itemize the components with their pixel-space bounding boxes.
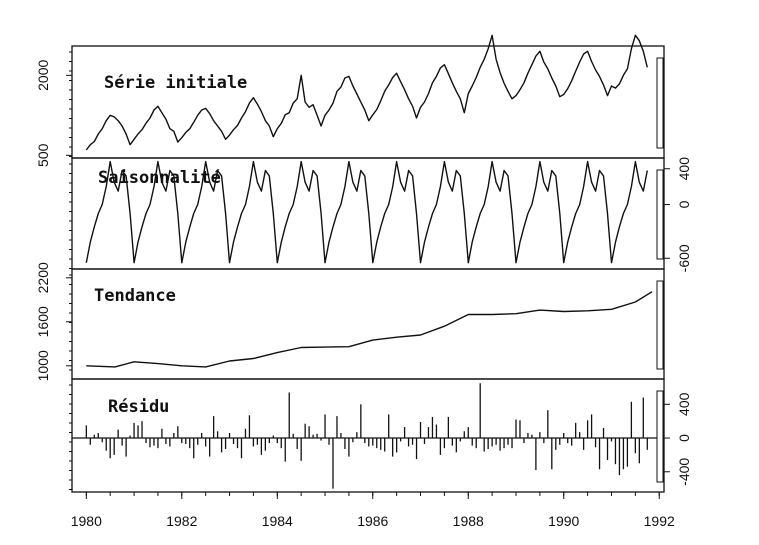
axes: 500 2000 400 0 -600 1000 1600 2200 400 0 -400 1980 1…: [35, 51, 692, 529]
x-tick-label: 1988: [453, 513, 484, 529]
data-layer: [72, 34, 664, 489]
panel-frame-initial: [71, 45, 665, 159]
panel-frame-residual: [71, 378, 665, 493]
left-tick-label: 1000: [35, 350, 51, 381]
series-line-initial: [85, 34, 648, 151]
scale-bar-residual: [656, 390, 664, 483]
left-tick-label: 1600: [35, 306, 51, 337]
right-tick-label: -400: [676, 458, 692, 486]
panel-label-seasonal: Saisonnalité: [98, 168, 221, 188]
x-tick-label: 1992: [644, 513, 675, 529]
left-tick-label: 2200: [35, 262, 51, 293]
scale-bar-initial: [656, 57, 664, 149]
x-tick-label: 1982: [166, 513, 197, 529]
scale-bar-seasonal: [656, 169, 664, 260]
right-tick-label: 400: [676, 157, 692, 181]
panel-seasonal: [85, 160, 648, 264]
x-tick-label: 1986: [357, 513, 388, 529]
right-tick-label: -600: [676, 244, 692, 272]
panel-label-trend: Tendance: [94, 286, 176, 306]
panel-frames: [71, 45, 665, 493]
panel-trend: [86, 291, 653, 368]
panel-labels: Série initiale Saisonnalité Tendance Résidu: [94, 73, 247, 417]
panel-initial: [85, 34, 648, 151]
series-line-trend: [86, 291, 653, 368]
panel-label-initial: Série initiale: [104, 73, 247, 93]
x-tick-label: 1980: [71, 513, 102, 529]
series-line-seasonal: [85, 160, 648, 264]
left-tick-label: 2000: [35, 60, 51, 91]
x-tick-label: 1990: [548, 513, 579, 529]
scale-bar-trend: [656, 280, 664, 370]
panel-residual: [72, 383, 664, 489]
right-tick-label: 400: [676, 392, 692, 416]
right-tick-label: 0: [676, 434, 692, 442]
right-tick-label: 0: [676, 200, 692, 208]
panel-label-residual: Résidu: [108, 397, 169, 417]
x-tick-label: 1984: [262, 513, 293, 529]
left-tick-label: 500: [35, 143, 51, 167]
